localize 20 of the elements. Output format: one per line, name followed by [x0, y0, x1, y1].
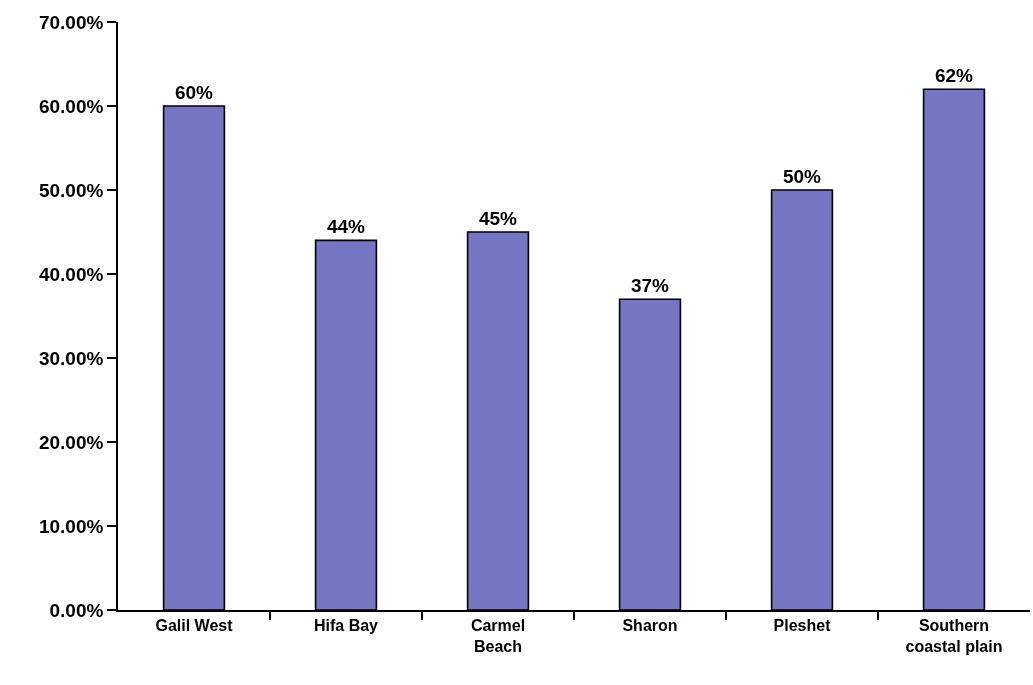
x-tick-label: Southern coastal plain — [905, 617, 1003, 655]
data-label: 45% — [478, 208, 518, 229]
data-label: 37% — [630, 275, 670, 297]
y-tick-label: 40.00% — [38, 263, 104, 285]
y-tick-label: 50.00% — [38, 179, 104, 201]
x-tick-label: Carmel Beach — [470, 617, 526, 655]
x-tick-label: Hifa Bay — [313, 617, 379, 634]
data-label: 50% — [782, 166, 822, 187]
y-tick-label: 30.00% — [38, 347, 104, 369]
y-tick-label: 20.00% — [38, 431, 104, 453]
y-tick-label: 60.00% — [38, 95, 104, 117]
x-tick-label: Pleshet — [773, 617, 832, 634]
data-label: 60% — [174, 82, 214, 103]
data-label: 62% — [934, 65, 974, 87]
x-tick-label: Galil West — [155, 617, 234, 634]
y-tick-label: 0.00% — [49, 599, 104, 621]
y-tick-label: 10.00% — [38, 515, 104, 537]
y-tick-label: 70.00% — [38, 11, 104, 33]
data-label: 44% — [326, 216, 366, 238]
x-tick-label: Sharon — [622, 617, 678, 634]
